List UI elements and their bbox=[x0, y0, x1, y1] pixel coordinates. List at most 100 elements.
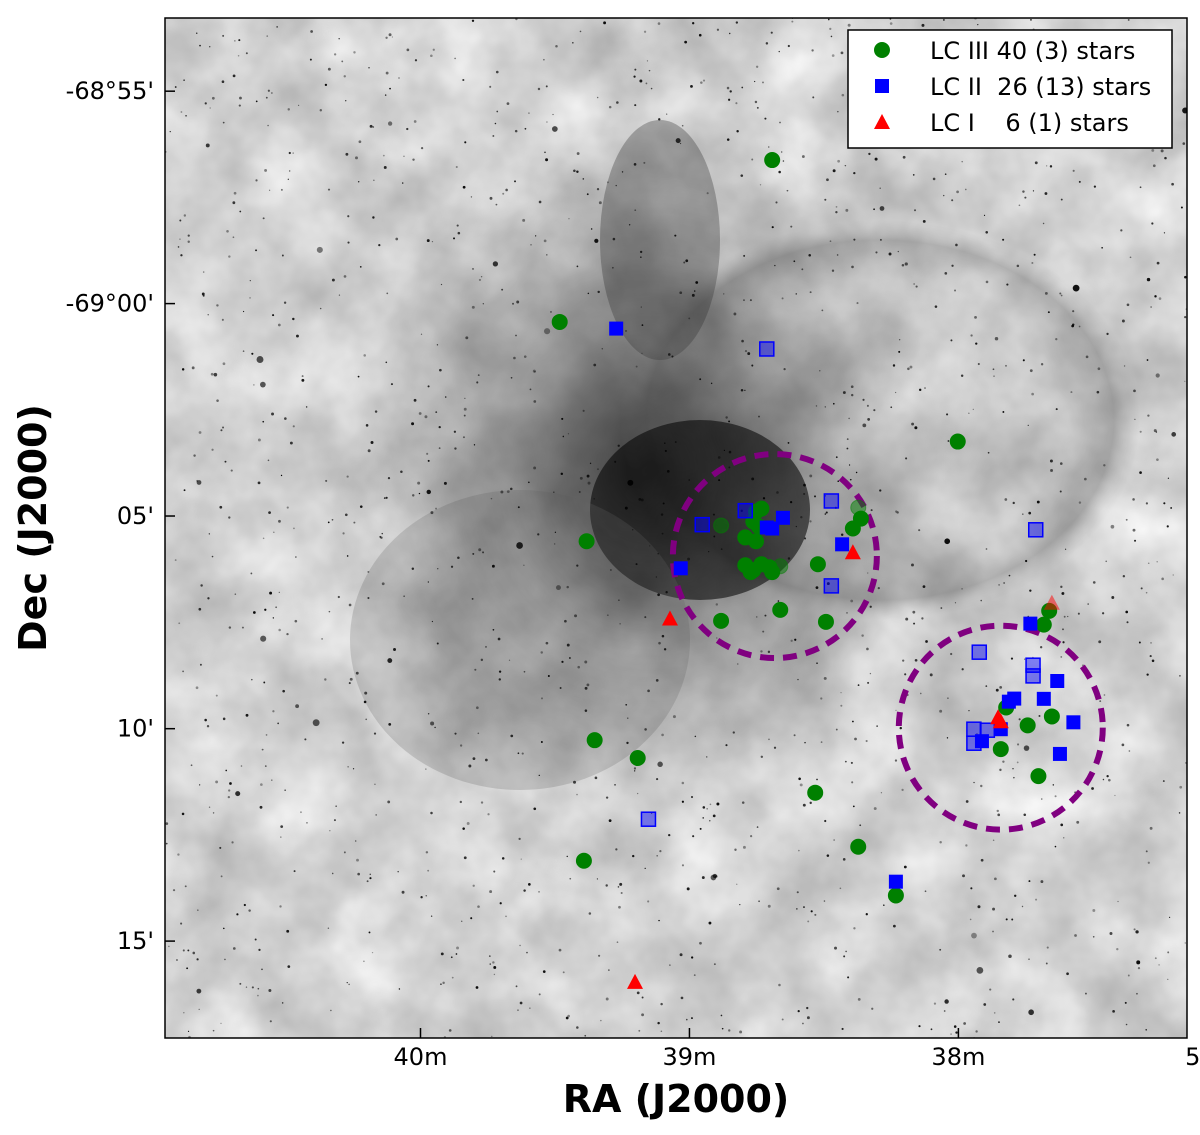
y-tick-label: 15' bbox=[117, 927, 154, 955]
field-star bbox=[269, 591, 273, 595]
field-star bbox=[741, 339, 744, 343]
cluster-circle bbox=[895, 622, 1106, 833]
field-star bbox=[827, 18, 830, 21]
field-star bbox=[584, 709, 588, 712]
faded-square-marker bbox=[971, 644, 988, 660]
field-star bbox=[983, 214, 986, 217]
field-star bbox=[636, 991, 640, 995]
field-star bbox=[971, 932, 977, 939]
field-star bbox=[905, 457, 908, 460]
field-star bbox=[1154, 957, 1157, 960]
field-star bbox=[690, 796, 694, 799]
field-star bbox=[174, 559, 177, 561]
field-star bbox=[472, 884, 475, 887]
field-star bbox=[617, 444, 620, 447]
field-star bbox=[992, 839, 995, 841]
field-star bbox=[363, 700, 367, 704]
field-star bbox=[411, 422, 415, 426]
field-star bbox=[1146, 277, 1151, 282]
field-star bbox=[1011, 918, 1014, 921]
field-star bbox=[1066, 972, 1069, 976]
field-star bbox=[450, 956, 453, 959]
field-star bbox=[280, 188, 283, 191]
field-star bbox=[657, 1021, 660, 1025]
field-star bbox=[266, 35, 269, 37]
field-star bbox=[576, 170, 579, 173]
field-star bbox=[476, 706, 479, 710]
field-star bbox=[565, 1016, 569, 1020]
field-star bbox=[582, 178, 585, 180]
field-star bbox=[1054, 795, 1057, 798]
field-star bbox=[324, 83, 328, 87]
field-star bbox=[220, 1022, 222, 1025]
field-star bbox=[240, 765, 243, 767]
field-star bbox=[249, 297, 251, 299]
field-star bbox=[924, 387, 926, 389]
field-star bbox=[532, 369, 536, 373]
field-star bbox=[787, 44, 790, 48]
field-star bbox=[1002, 760, 1005, 763]
field-star bbox=[1016, 761, 1019, 764]
field-star bbox=[647, 900, 650, 903]
field-star bbox=[1125, 610, 1129, 614]
field-star bbox=[835, 728, 838, 731]
field-star bbox=[547, 674, 550, 678]
field-star bbox=[335, 805, 337, 808]
field-star bbox=[430, 54, 433, 58]
field-star bbox=[265, 734, 268, 736]
field-star bbox=[853, 927, 856, 930]
field-star bbox=[657, 22, 661, 25]
field-star bbox=[989, 988, 992, 991]
field-star bbox=[593, 498, 595, 500]
field-star bbox=[343, 75, 346, 78]
field-star bbox=[617, 886, 620, 888]
field-star bbox=[1008, 574, 1011, 577]
field-star bbox=[1145, 502, 1149, 505]
field-star bbox=[640, 306, 642, 308]
field-star bbox=[345, 100, 347, 102]
field-star bbox=[1164, 156, 1167, 160]
circle-marker bbox=[1035, 616, 1052, 633]
field-star bbox=[1126, 303, 1130, 307]
field-star bbox=[1156, 261, 1160, 265]
field-star bbox=[566, 585, 569, 589]
field-star bbox=[661, 532, 664, 535]
field-star bbox=[684, 40, 688, 44]
field-star bbox=[750, 835, 753, 838]
field-star bbox=[562, 435, 565, 438]
field-star bbox=[898, 339, 901, 341]
field-star bbox=[1184, 942, 1187, 944]
field-star bbox=[681, 781, 685, 785]
field-star bbox=[289, 441, 293, 445]
field-star bbox=[1063, 615, 1066, 618]
field-star bbox=[493, 973, 496, 976]
field-star bbox=[213, 372, 218, 377]
circle-marker bbox=[809, 556, 826, 573]
field-star bbox=[615, 848, 618, 851]
field-star bbox=[279, 905, 282, 908]
field-star bbox=[1117, 900, 1119, 903]
field-star bbox=[510, 487, 513, 491]
field-star bbox=[773, 746, 777, 749]
field-star bbox=[795, 525, 798, 528]
field-star bbox=[254, 938, 257, 941]
field-star bbox=[1005, 918, 1008, 921]
field-star bbox=[387, 800, 391, 804]
field-star bbox=[464, 141, 467, 144]
field-star bbox=[489, 196, 493, 200]
field-star bbox=[919, 692, 922, 695]
field-star bbox=[1055, 338, 1058, 341]
field-star bbox=[454, 57, 456, 60]
field-star bbox=[480, 801, 484, 804]
field-star bbox=[183, 214, 187, 217]
field-star bbox=[587, 481, 591, 485]
legend-label: LC II 26 (13) stars bbox=[930, 73, 1151, 101]
field-star bbox=[751, 477, 755, 481]
field-star bbox=[1155, 373, 1160, 378]
field-star bbox=[815, 586, 819, 590]
field-star bbox=[708, 551, 710, 553]
field-star bbox=[374, 410, 378, 413]
field-star bbox=[939, 840, 942, 844]
field-star bbox=[316, 246, 323, 253]
field-star bbox=[462, 827, 465, 830]
